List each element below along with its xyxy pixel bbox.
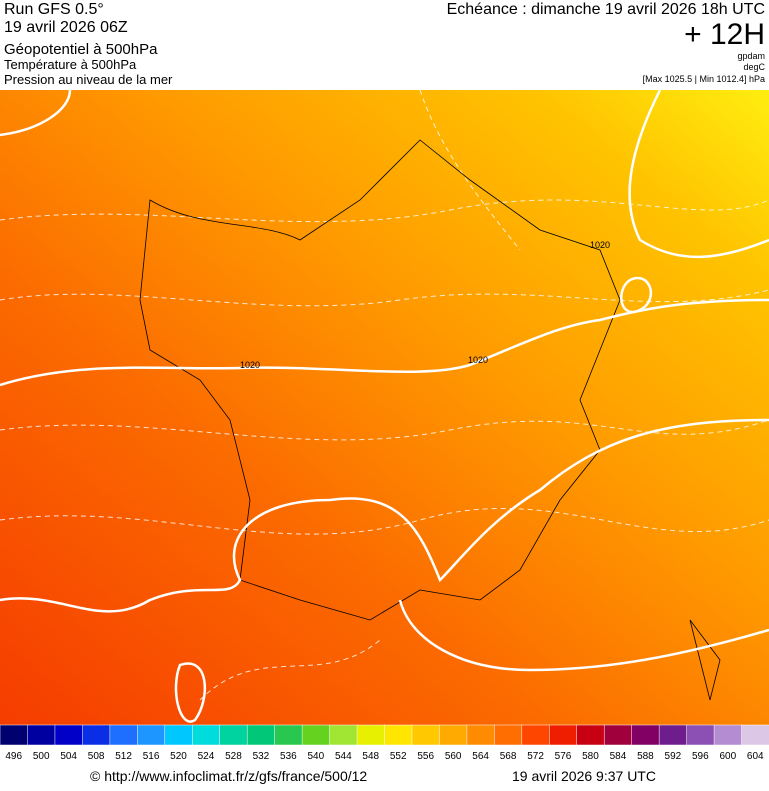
scale-swatch [411,724,441,746]
isobars [0,89,769,723]
scale-swatch [82,724,111,746]
scale-swatch [0,724,29,746]
scale-swatch [466,724,496,746]
scale-swatch [384,724,413,746]
isobar-label: 1020 [590,240,610,250]
scale-swatch [301,724,331,746]
scale-label: 524 [198,751,215,762]
scale-label: 560 [445,751,462,762]
scale-swatch [576,724,605,746]
echeance: Echéance : dimanche 19 avril 2026 18h UT… [447,1,765,18]
field-2: Température à 500hPa [4,57,137,72]
run-title: Run GFS 0.5° [4,1,104,18]
scale-label: 516 [143,751,160,762]
scale-label: 500 [33,751,50,762]
scale-swatch [219,724,248,746]
isobar-label: 1020 [240,360,260,370]
scale-label: 552 [390,751,407,762]
isobar-label: 1020 [468,355,488,365]
offset: + 12H [684,18,765,51]
scale-label: 572 [527,751,544,762]
scale-label: 604 [747,751,764,762]
scale-label: 520 [170,751,187,762]
scale-swatch [686,724,715,746]
map-background [0,90,769,725]
scale-label: 584 [610,751,627,762]
scale-swatch [521,724,551,746]
scale-label: 592 [665,751,682,762]
scale-label: 528 [225,751,242,762]
scale-label: 568 [500,751,517,762]
scale-label: 556 [417,751,434,762]
scale-swatch [329,724,358,746]
scale-swatch [741,724,769,746]
field-3: Pression au niveau de la mer [4,72,173,87]
map: 1020 1020 1020 [0,89,769,725]
scale-label: 540 [307,751,324,762]
scale-swatch [192,724,221,746]
scale-swatch [27,724,56,746]
scale-swatch [246,724,276,746]
run-date: 19 avril 2026 06Z [4,19,128,36]
color-scale: 496 500 504 508 512 516 520 524 528 532 536 540 544 5… [0,724,769,762]
scale-swatch [164,724,194,746]
scale-label: 596 [692,751,709,762]
unit-pressure: [Max 1025.5 | Min 1012.4] hPa [643,74,765,84]
scale-swatch [54,724,84,746]
scale-label: 588 [637,751,654,762]
scale-swatch [603,724,633,746]
scale-label: 508 [88,751,105,762]
scale-label: 576 [555,751,572,762]
scale-label: 504 [60,751,77,762]
footer-date: 19 avril 2026 9:37 UTC [512,768,656,784]
scale-swatch [356,724,386,746]
unit-degc: degC [743,62,765,72]
scale-label: 496 [5,751,22,762]
scale-swatch [713,724,743,746]
scale-swatch [494,724,523,746]
footer-source: © http://www.infoclimat.fr/z/gfs/france/… [90,768,367,784]
scale-label: 564 [472,751,489,762]
unit-gpdam: gpdam [737,51,765,61]
scale-label: 512 [115,751,132,762]
scale-label: 532 [253,751,270,762]
scale-swatch [658,724,688,746]
scale-label: 580 [582,751,599,762]
scale-label: 548 [362,751,379,762]
scale-swatch [109,724,139,746]
scale-swatch [439,724,468,746]
scale-swatch [631,724,660,746]
scale-label: 600 [719,751,736,762]
field-1: Géopotentiel à 500hPa [4,41,158,58]
scale-swatch [137,724,166,746]
scale-swatch [549,724,578,746]
scale-swatch [274,724,303,746]
scale-label: 544 [335,751,352,762]
scale-label: 536 [280,751,297,762]
